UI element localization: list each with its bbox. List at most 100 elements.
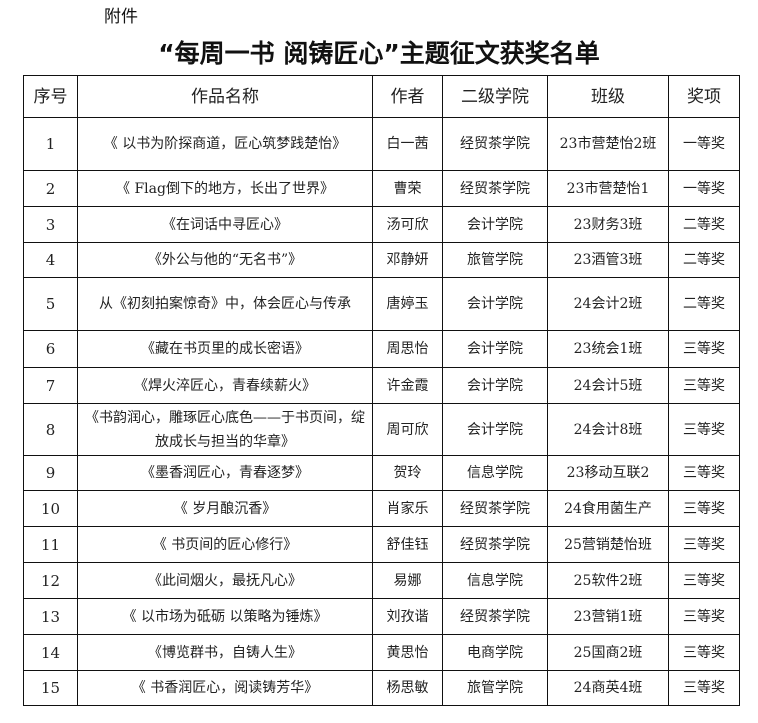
table-row: 14 《博览群书，自铸人生》 黄思怡 电商学院 25国商2班 三等奖 (23, 634, 740, 671)
cell-college: 会计学院 (442, 277, 548, 331)
table-row: 12 《此间烟火，最抚凡心》 易娜 信息学院 25软件2班 三等奖 (23, 562, 740, 599)
cell-class: 24会计8班 (547, 403, 669, 456)
cell-index: 8 (23, 403, 78, 456)
table-row: 11 《 书页间的匠心修行》 舒佳钰 经贸茶学院 25营销楚怡班 三等奖 (23, 526, 740, 563)
cell-award: 三等奖 (668, 403, 740, 456)
cell-award: 三等奖 (668, 598, 740, 635)
cell-award: 三等奖 (668, 670, 740, 706)
cell-class: 24商英4班 (547, 670, 669, 706)
cell-index: 5 (23, 277, 78, 331)
cell-class: 23统会1班 (547, 330, 669, 368)
cell-class: 23市营楚怡2班 (547, 117, 669, 171)
cell-work-title: 《书韵润心，雕琢匠心底色——于书页间，绽放成长与担当的华章》 (77, 403, 373, 456)
cell-author: 邓静妍 (372, 242, 443, 278)
cell-college: 会计学院 (442, 403, 548, 456)
table-row: 9 《墨香润匠心，青春逐梦》 贺玲 信息学院 23移动互联2 三等奖 (23, 455, 740, 491)
cell-college: 经贸茶学院 (442, 526, 548, 563)
cell-college: 会计学院 (442, 367, 548, 404)
cell-author: 舒佳钰 (372, 526, 443, 563)
cell-class: 23营销1班 (547, 598, 669, 635)
award-table: 序号 作品名称 作者 二级学院 班级 奖项 1 《 以书为阶探商道，匠心筑梦践楚怡… (23, 75, 740, 706)
cell-index: 3 (23, 206, 78, 243)
cell-award: 三等奖 (668, 526, 740, 563)
cell-college: 电商学院 (442, 634, 548, 671)
cell-college: 会计学院 (442, 330, 548, 368)
cell-award: 二等奖 (668, 242, 740, 278)
cell-college: 信息学院 (442, 455, 548, 491)
header-college: 二级学院 (442, 75, 548, 118)
cell-index: 2 (23, 170, 78, 207)
cell-work-title: 《博览群书，自铸人生》 (77, 634, 373, 671)
cell-class: 23财务3班 (547, 206, 669, 243)
cell-award: 二等奖 (668, 206, 740, 243)
cell-award: 三等奖 (668, 367, 740, 404)
cell-index: 12 (23, 562, 78, 599)
table-row: 13 《 以市场为砥砺 以策略为锤炼》 刘孜谐 经贸茶学院 23营销1班 三等奖 (23, 598, 740, 635)
table-row: 10 《 岁月酿沉香》 肖家乐 经贸茶学院 24食用菌生产 三等奖 (23, 490, 740, 527)
cell-college: 经贸茶学院 (442, 170, 548, 207)
cell-index: 11 (23, 526, 78, 563)
cell-author: 肖家乐 (372, 490, 443, 527)
table-header-row: 序号 作品名称 作者 二级学院 班级 奖项 (23, 75, 740, 118)
cell-award: 三等奖 (668, 562, 740, 599)
cell-work-title: 《 Flag倒下的地方，长出了世界》 (77, 170, 373, 207)
cell-work-title: 《 书页间的匠心修行》 (77, 526, 373, 563)
cell-college: 经贸茶学院 (442, 490, 548, 527)
cell-author: 曹荣 (372, 170, 443, 207)
cell-award: 三等奖 (668, 330, 740, 368)
table-row: 1 《 以书为阶探商道，匠心筑梦践楚怡》 白一茜 经贸茶学院 23市营楚怡2班 一等奖 (23, 117, 740, 171)
cell-work-title: 《外公与他的“无名书”》 (77, 242, 373, 278)
cell-work-title: 《 以书为阶探商道，匠心筑梦践楚怡》 (77, 117, 373, 171)
table-row: 5 从《初刻拍案惊奇》中，体会匠心与传承 唐婷玉 会计学院 24会计2班 二等奖 (23, 277, 740, 331)
header-author: 作者 (372, 75, 443, 118)
cell-index: 15 (23, 670, 78, 706)
cell-author: 黄思怡 (372, 634, 443, 671)
cell-index: 7 (23, 367, 78, 404)
cell-class: 25营销楚怡班 (547, 526, 669, 563)
cell-author: 周思怡 (372, 330, 443, 368)
cell-author: 贺玲 (372, 455, 443, 491)
cell-work-title: 从《初刻拍案惊奇》中，体会匠心与传承 (77, 277, 373, 331)
cell-college: 会计学院 (442, 206, 548, 243)
cell-work-title: 《此间烟火，最抚凡心》 (77, 562, 373, 599)
cell-college: 旅管学院 (442, 670, 548, 706)
cell-college: 经贸茶学院 (442, 598, 548, 635)
header-index: 序号 (23, 75, 78, 118)
cell-class: 24会计2班 (547, 277, 669, 331)
table-row: 8 《书韵润心，雕琢匠心底色——于书页间，绽放成长与担当的华章》 周可欣 会计学院 24… (23, 403, 740, 456)
cell-work-title: 《焊火淬匠心，青春续薪火》 (77, 367, 373, 404)
cell-author: 刘孜谐 (372, 598, 443, 635)
cell-award: 三等奖 (668, 490, 740, 527)
cell-class: 25软件2班 (547, 562, 669, 599)
cell-college: 经贸茶学院 (442, 117, 548, 171)
cell-index: 14 (23, 634, 78, 671)
cell-work-title: 《在词话中寻匠心》 (77, 206, 373, 243)
cell-author: 许金霞 (372, 367, 443, 404)
cell-class: 23市营楚怡1 (547, 170, 669, 207)
cell-award: 三等奖 (668, 455, 740, 491)
cell-award: 二等奖 (668, 277, 740, 331)
cell-class: 25国商2班 (547, 634, 669, 671)
table-row: 15 《 书香润匠心，阅读铸芳华》 杨思敏 旅管学院 24商英4班 三等奖 (23, 670, 740, 706)
cell-class: 24食用菌生产 (547, 490, 669, 527)
cell-work-title: 《藏在书页里的成长密语》 (77, 330, 373, 368)
cell-work-title: 《 书香润匠心，阅读铸芳华》 (77, 670, 373, 706)
cell-author: 唐婷玉 (372, 277, 443, 331)
cell-index: 1 (23, 117, 78, 171)
header-award: 奖项 (668, 75, 740, 118)
cell-author: 易娜 (372, 562, 443, 599)
cell-index: 10 (23, 490, 78, 527)
cell-class: 24会计5班 (547, 367, 669, 404)
page-title: “每周一书 阅铸匠心”主题征文获奖名单 (158, 39, 600, 68)
cell-index: 13 (23, 598, 78, 635)
cell-author: 周可欣 (372, 403, 443, 456)
header-work-title: 作品名称 (77, 75, 373, 118)
cell-class: 23移动互联2 (547, 455, 669, 491)
attachment-label: 附件 (104, 7, 138, 27)
cell-work-title: 《 岁月酿沉香》 (77, 490, 373, 527)
cell-class: 23酒管3班 (547, 242, 669, 278)
cell-award: 一等奖 (668, 170, 740, 207)
table-row: 2 《 Flag倒下的地方，长出了世界》 曹荣 经贸茶学院 23市营楚怡1 一等奖 (23, 170, 740, 207)
table-row: 3 《在词话中寻匠心》 汤可欣 会计学院 23财务3班 二等奖 (23, 206, 740, 243)
cell-award: 一等奖 (668, 117, 740, 171)
